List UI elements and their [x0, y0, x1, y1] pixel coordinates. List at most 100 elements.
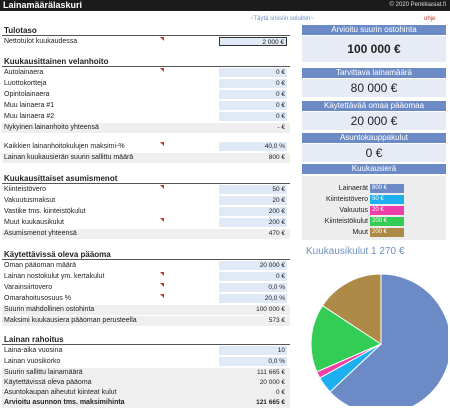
- row-label: Varainsiirtovero: [4, 284, 53, 291]
- summary-header-kuukausiera: Kuukausierä: [302, 164, 446, 174]
- help-link[interactable]: ohje: [424, 16, 436, 22]
- opintolaina-input[interactable]: 0 €: [219, 90, 287, 99]
- row-asuntokauppa-kulut: Asuntokaupan aiheutut kiinteat kulut 0 €: [2, 388, 290, 398]
- row-muu-laina-2[interactable]: Muu lainaera #2 0 €: [2, 112, 290, 122]
- row-label: Nettotulot kuukaudessa: [4, 38, 78, 45]
- input-hint: ~Täytä sinisiin soluihin~: [250, 16, 314, 22]
- lainanhoito-maksimi-input[interactable]: 40,0 %: [219, 142, 287, 151]
- muu-laina-1-input[interactable]: 0 €: [219, 101, 287, 110]
- row-vuosikorko[interactable]: Lainan vuosikorko 0,0 %: [2, 357, 290, 367]
- legend-swatch-value: 800 €: [370, 184, 404, 193]
- autolaina-input[interactable]: 0 €: [219, 68, 287, 77]
- row-nettotulot[interactable]: Nettotulot kuukaudessa 2 000 €: [2, 37, 290, 47]
- comment-marker: [160, 218, 164, 222]
- row-vakuutusmaksut[interactable]: Vakuutusmaksut 20 €: [2, 196, 290, 206]
- row-suurin-ostohinta: Suurin mahdollinen ostohinta 100 000 €: [2, 305, 290, 315]
- summary-value-lainamaara: 80 000 €: [302, 79, 446, 97]
- section-divider: [2, 66, 290, 67]
- muu-laina-2-input[interactable]: 0 €: [219, 112, 287, 121]
- row-maksimihinta: Arvioitu asunnon tms. maksimihinta 121 66…: [2, 398, 290, 408]
- row-muu-laina-1[interactable]: Muu lainaera #1 0 €: [2, 101, 290, 111]
- row-autolaina[interactable]: Autolainaera 0 €: [2, 68, 290, 78]
- legend-item-kiinteistokulut: Kiinteistökulut 200 €: [302, 217, 446, 227]
- chart-title: Kuukausikulut 1 270 €: [306, 246, 405, 257]
- row-label: Muu lainaera #1: [4, 102, 55, 109]
- asuntokauppa-kulut-value: 0 €: [275, 389, 285, 396]
- row-label: Asumismenot yhteensä: [4, 230, 77, 237]
- section-divider: [2, 259, 290, 260]
- row-label: Asuntokaupan aiheutut kiinteat kulut: [4, 389, 117, 396]
- row-kiinteistovero[interactable]: Kiinteistövero 50 €: [2, 185, 290, 195]
- suurin-lainamaara-value: 111 665 €: [257, 369, 285, 376]
- summary-header-ostohinta: Arvioitu suurin ostohinta: [302, 25, 446, 35]
- vakuutusmaksut-input[interactable]: 20 €: [219, 196, 287, 205]
- row-vastike[interactable]: Vastike tms. kiinteistökulut 200 €: [2, 207, 290, 217]
- vuosikorko-input[interactable]: 0,0 %: [219, 357, 287, 366]
- section-divider: [2, 35, 290, 36]
- comment-marker: [160, 185, 164, 189]
- summary-value-ostohinta: 100 000 €: [302, 36, 446, 62]
- laina-aika-input[interactable]: 10: [219, 346, 287, 355]
- summary-header-lainamaara: Tarvittava lainamäärä: [302, 68, 446, 78]
- row-opintolaina[interactable]: Opintolainaera 0 €: [2, 90, 290, 100]
- row-varainsiirtovero[interactable]: Varainsiirtovero 0,0 %: [2, 283, 290, 293]
- row-lainanhoito-yhteensa: Nykyinen lainanhoito yhteensä - €: [2, 123, 290, 133]
- maksimi-kuukausiera-value: 573 €: [268, 317, 285, 324]
- row-kuukausiera-max: Lainan kuukausierän suurin sallittu määr…: [2, 153, 290, 163]
- row-label: Vastike tms. kiinteistökulut: [4, 208, 86, 215]
- title-bar: Lainamäärälaskuri © 2020 Penkkiasiat.fi: [0, 0, 450, 11]
- section-heading-velanhoito: Kuukausittainen velanhoito: [4, 57, 109, 66]
- legend-label: Lainaerät: [338, 185, 368, 192]
- summary-header-oma-paaoma: Käytettävää omaa pääomaa: [302, 101, 446, 111]
- row-label: Luottokortteja: [4, 80, 47, 87]
- row-lainanhoito-maksimi[interactable]: Kaikkien lainanhoitokulujen maksimi-% 40,…: [2, 142, 290, 152]
- legend-item-muut: Muut 200 €: [302, 228, 446, 238]
- row-label: Oman pääoman määrä: [4, 262, 76, 269]
- row-label: Vakuutusmaksut: [4, 197, 56, 204]
- oma-paaoma-input[interactable]: 20 000 €: [219, 261, 287, 270]
- row-maksimi-kuukausiera: Maksimi kuukausiera pääoman perusteella 5…: [2, 316, 290, 326]
- maksimihinta-value: 121 665 €: [256, 399, 285, 406]
- row-omarahoitusosuus[interactable]: Omarahoitusosuus % 20,0 %: [2, 294, 290, 304]
- pie-slice-lainaerät: [329, 273, 448, 406]
- row-luottokortit[interactable]: Luottokortteja 0 €: [2, 79, 290, 89]
- kaytettava-paaoma-value: 20 000 €: [259, 379, 285, 386]
- varainsiirtovero-input[interactable]: 0,0 %: [219, 283, 287, 292]
- legend-label: Muut: [352, 229, 368, 236]
- lainanhoito-yhteensa-value: - €: [277, 124, 285, 131]
- row-label: Kaikkien lainanhoitokulujen maksimi-%: [4, 143, 125, 150]
- copyright-text: © 2020 Penkkiasiat.fi: [389, 2, 446, 8]
- row-nostokulut[interactable]: Lainan nostokulut ym. kertakulut 0 €: [2, 272, 290, 282]
- suurin-ostohinta-value: 100 000 €: [256, 306, 285, 313]
- row-label: Nykyinen lainanhoito yhteensä: [4, 124, 99, 131]
- row-label: Arvioitu asunnon tms. maksimihinta: [4, 399, 125, 406]
- comment-marker: [160, 142, 164, 146]
- row-label: Muut kuukausikulut: [4, 219, 64, 226]
- vastike-input[interactable]: 200 €: [219, 207, 287, 216]
- nostokulut-input[interactable]: 0 €: [219, 272, 287, 281]
- luottokortit-input[interactable]: 0 €: [219, 79, 287, 88]
- comment-marker: [160, 294, 164, 298]
- legend-swatch-value: 200 €: [370, 217, 404, 226]
- legend-swatch-value: 50 €: [370, 195, 404, 204]
- comment-marker: [160, 68, 164, 72]
- legend-item-vakuutus: Vakuutus 20 €: [302, 206, 446, 216]
- row-label: Käytettävissä oleva pääoma: [4, 379, 92, 386]
- row-muut-kuukausikulut[interactable]: Muut kuukausikulut 200 €: [2, 218, 290, 228]
- nettotulot-input[interactable]: 2 000 €: [219, 37, 287, 46]
- summary-header-kauppakulut: Asuntokauppakulut: [302, 133, 446, 143]
- legend-swatch-value: 20 €: [370, 206, 404, 215]
- row-label: Lainan vuosikorko: [4, 358, 61, 365]
- legend-swatch-value: 200 €: [370, 228, 404, 237]
- row-label: Lainan kuukausierän suurin sallittu määr…: [4, 154, 134, 161]
- section-divider: [2, 344, 290, 345]
- muut-kuukausikulut-input[interactable]: 200 €: [219, 218, 287, 227]
- kiinteistovero-input[interactable]: 50 €: [219, 185, 287, 194]
- row-label: Omarahoitusosuus %: [4, 295, 71, 302]
- row-laina-aika[interactable]: Laina-aika vuosina 10: [2, 346, 290, 356]
- section-heading-paaoma: Käytettävissä oleva pääoma: [4, 250, 111, 259]
- row-label: Opintolainaera: [4, 91, 50, 98]
- row-oma-paaoma[interactable]: Oman pääoman määrä 20 000 €: [2, 261, 290, 271]
- omarahoitusosuus-input[interactable]: 20,0 %: [219, 294, 287, 303]
- pie-chart: [310, 273, 448, 406]
